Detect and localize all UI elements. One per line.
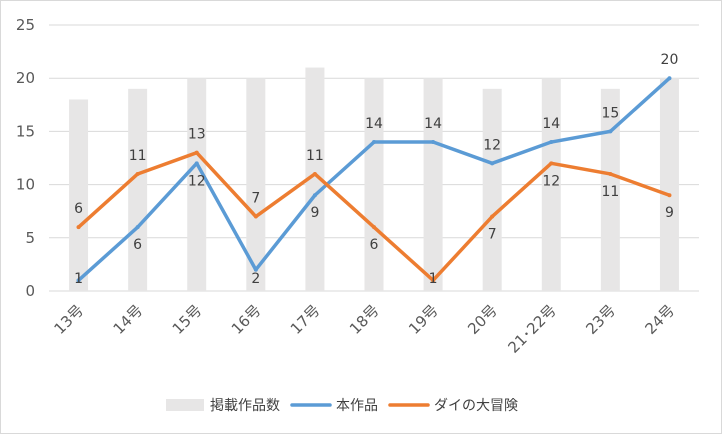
x-tick-label: 20号 (464, 301, 501, 338)
point-1-1 (135, 171, 140, 176)
point-0-10 (667, 76, 672, 81)
y-tick-label: 25 (16, 16, 35, 34)
bar-15号 (187, 78, 207, 291)
legend-swatch-bar (166, 399, 204, 411)
point-0-4 (312, 193, 317, 198)
point-0-3 (253, 267, 258, 272)
x-tick-label: 24号 (641, 301, 678, 338)
point-0-9 (608, 129, 613, 134)
y-tick-label: 20 (16, 69, 35, 87)
bar-24号 (659, 78, 679, 291)
bar-17号 (305, 67, 325, 291)
point-1-5 (372, 225, 376, 230)
line-series (76, 76, 672, 283)
data-label: 9 (665, 205, 674, 221)
bar-18号 (364, 78, 384, 291)
point-0-1 (135, 225, 140, 230)
x-tick-label: 15号 (169, 301, 206, 338)
bar-20号 (482, 88, 502, 291)
bar-16号 (246, 78, 266, 291)
point-0-7 (490, 161, 495, 166)
point-1-9 (608, 171, 613, 176)
y-tick-label: 15 (16, 122, 35, 140)
data-label: 14 (365, 116, 383, 132)
data-label: 2 (251, 271, 260, 287)
y-tick-label: 0 (25, 282, 35, 300)
data-label: 13 (188, 127, 206, 143)
x-tick-label: 18号 (346, 301, 383, 338)
point-1-7 (490, 214, 495, 219)
data-label: 12 (188, 173, 206, 189)
data-label: 11 (601, 184, 619, 200)
data-label: 9 (310, 205, 319, 221)
bar-21･22号 (541, 78, 561, 291)
x-tick-label: 23号 (582, 301, 619, 338)
point-0-5 (372, 140, 376, 145)
axis-tick-labels: 0 5 10 15 20 25 13号 14号 15号 16号 17号 18号 19号 20号 21･22号… (16, 16, 678, 357)
legend-label: 掲載作品数 (210, 398, 280, 414)
data-label: 11 (306, 148, 324, 164)
data-label: 6 (370, 237, 379, 253)
x-tick-label: 17号 (287, 301, 324, 338)
point-1-2 (194, 150, 199, 155)
bar-13号 (69, 99, 89, 291)
point-1-8 (549, 161, 554, 166)
point-1-4 (312, 171, 317, 176)
data-label: 1 (74, 271, 83, 287)
x-tick-label: 16号 (228, 301, 265, 338)
bar-14号 (128, 88, 148, 291)
data-label: 11 (129, 148, 147, 164)
legend-label: 本作品 (336, 398, 378, 414)
legend: 掲載作品数 本作品 ダイの大冒険 (166, 398, 518, 414)
data-label: 7 (251, 191, 260, 207)
legend-label: ダイの大冒険 (434, 398, 518, 414)
x-tick-label: 14号 (110, 301, 147, 338)
data-label: 7 (488, 227, 497, 243)
data-labels: 1 6 6 11 12 13 2 7 9 11 14 6 14 1 12 7 14 12 15 11 20 9 (74, 52, 678, 287)
point-0-0 (76, 278, 81, 283)
point-1-3 (253, 214, 258, 219)
bar-series (69, 67, 679, 291)
data-label: 6 (133, 237, 142, 253)
y-tick-label: 5 (25, 229, 35, 247)
point-0-2 (194, 161, 199, 166)
point-1-6 (431, 278, 436, 283)
data-label: 14 (542, 116, 560, 132)
x-tick-label: 19号 (405, 301, 442, 338)
bar-23号 (600, 88, 620, 291)
bar-19号 (423, 78, 443, 291)
data-label: 12 (483, 137, 501, 153)
data-label: 1 (429, 271, 438, 287)
x-tick-label: 13号 (51, 301, 88, 338)
data-label: 15 (601, 105, 619, 121)
point-0-8 (549, 140, 554, 145)
point-0-6 (431, 140, 436, 145)
x-tick-label: 21･22号 (504, 301, 560, 357)
point-1-0 (76, 225, 81, 230)
data-label: 14 (424, 116, 442, 132)
point-1-10 (667, 193, 672, 198)
y-tick-label: 10 (16, 176, 35, 194)
data-label: 12 (542, 173, 560, 189)
data-label: 20 (661, 52, 679, 68)
data-label: 6 (74, 201, 83, 217)
